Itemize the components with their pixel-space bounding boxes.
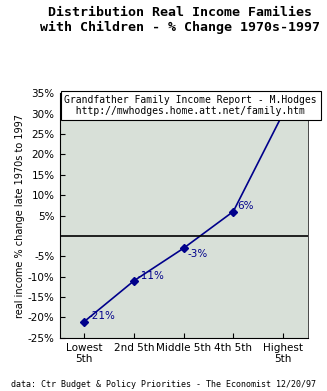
Text: -11%: -11% xyxy=(138,271,165,281)
Y-axis label: real income % change late 1970s to 1997: real income % change late 1970s to 1997 xyxy=(15,114,25,317)
Text: 30%: 30% xyxy=(287,104,310,114)
Text: data: Ctr Budget & Policy Priorities - The Economist 12/20/97: data: Ctr Budget & Policy Priorities - T… xyxy=(11,380,316,389)
Text: Grandfather Family Income Report - M.Hodges
  http://mwhodges.home.att.net/famil: Grandfather Family Income Report - M.Hod… xyxy=(64,95,317,116)
Text: Distribution Real Income Families
with Children - % Change 1970s-1997: Distribution Real Income Families with C… xyxy=(40,6,320,34)
Text: 6%: 6% xyxy=(237,201,254,212)
Text: -21%: -21% xyxy=(88,312,115,321)
Text: -3%: -3% xyxy=(188,249,208,259)
